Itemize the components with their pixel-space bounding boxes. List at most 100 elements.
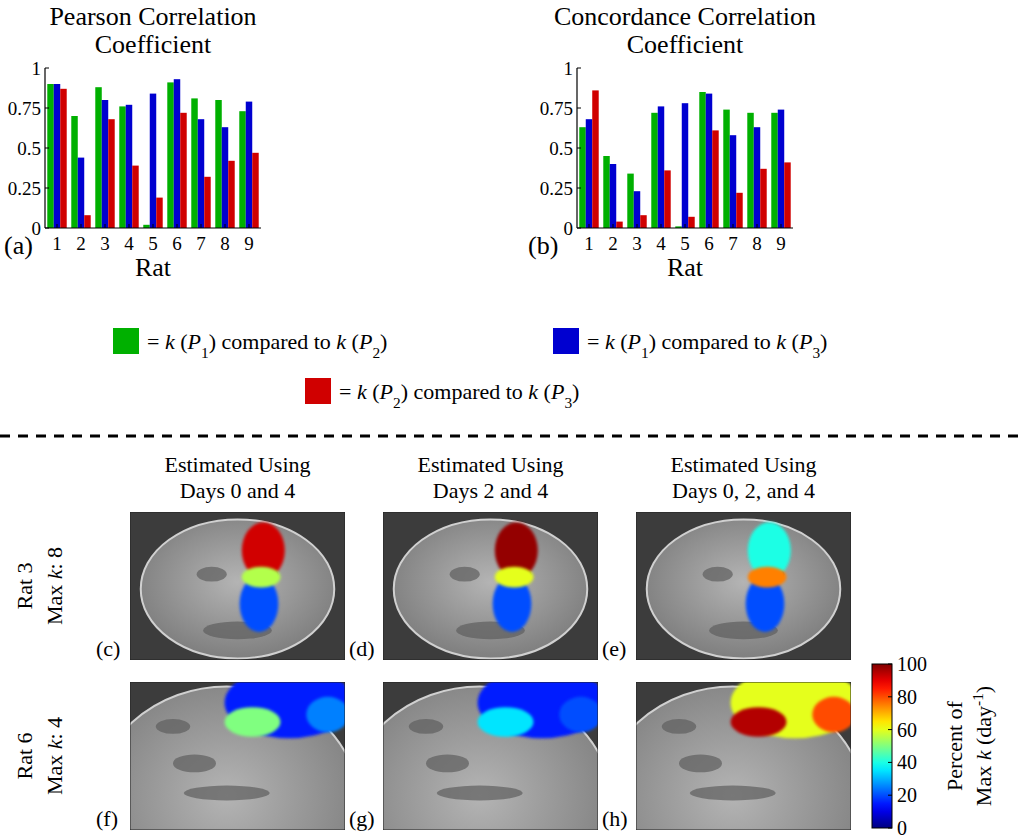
y-tick	[577, 148, 581, 149]
panel-label: (b)	[528, 231, 558, 260]
y-tick-label: 1	[564, 58, 574, 79]
bar	[688, 217, 694, 228]
bar	[771, 113, 777, 228]
bar	[246, 102, 252, 228]
x-tick-label: 3	[632, 233, 642, 254]
heat-region	[225, 707, 281, 737]
x-tick	[201, 224, 202, 228]
bar	[198, 119, 204, 228]
text-run: Estimated Using	[417, 452, 563, 477]
text-run: Days 0 and 4	[180, 478, 295, 503]
text-run: (c)	[96, 636, 120, 661]
x-tick-label: 6	[704, 233, 714, 254]
bar	[204, 177, 210, 228]
y-tick-label: 0.5	[17, 138, 41, 159]
text-run: Concordance Correlation	[554, 2, 816, 31]
text-run: (	[971, 738, 996, 751]
text-run: Rat 3	[12, 562, 37, 609]
heat-region	[242, 567, 281, 588]
text-run: =	[147, 329, 165, 354]
colorbar-tick-label: 40	[897, 751, 917, 773]
text-run: (	[175, 329, 188, 354]
map-panel	[636, 512, 851, 660]
row-max-k: Max k: 8	[42, 547, 67, 625]
text-run: Estimated Using	[670, 452, 816, 477]
column-title: Estimated UsingDays 0, 2, and 4	[670, 452, 816, 503]
image-frame	[130, 682, 345, 830]
bar	[760, 169, 766, 228]
text-run: ) compared to	[209, 329, 337, 354]
bar	[747, 113, 753, 228]
text-run: P	[798, 329, 812, 354]
bar	[222, 127, 228, 228]
legend-swatch	[113, 328, 139, 354]
text-run: Max k:	[42, 733, 67, 795]
x-tick-label: 4	[656, 233, 666, 254]
text-run: (a)	[4, 231, 33, 260]
max-k-value: 8	[42, 547, 67, 564]
text-run: (e)	[602, 636, 626, 661]
legend-label: = k (P2) compared to k (P3)	[339, 379, 579, 411]
max-k-value: 4	[42, 717, 67, 734]
x-tick-label: 7	[728, 233, 738, 254]
brain-structure	[173, 755, 216, 773]
text-run: Pearson Correlation	[49, 2, 256, 31]
bar-series: = k (P1) compared to k (P2)	[579, 92, 777, 228]
x-tick	[249, 224, 250, 228]
bar	[592, 90, 598, 228]
text-run: Rat 6	[12, 732, 37, 779]
x-tick	[177, 224, 178, 228]
x-tick	[709, 224, 710, 228]
brain	[647, 519, 841, 658]
y-tick	[577, 108, 581, 109]
text-run: P	[627, 329, 641, 354]
bar	[54, 84, 60, 228]
brain-structure	[690, 786, 776, 801]
image-frame	[383, 512, 598, 660]
bar	[754, 127, 760, 228]
bar	[736, 193, 742, 228]
image-background	[130, 512, 345, 660]
text-run: (f)	[96, 806, 118, 831]
brain-structure	[184, 786, 270, 801]
column-title: Estimated UsingDays 0 and 4	[164, 452, 310, 503]
text-run: Rat	[135, 253, 172, 282]
text-run: )	[380, 329, 387, 354]
x-tick	[661, 224, 662, 228]
text-run: )	[572, 379, 579, 404]
legend-label: = k (P1) compared to k (P2)	[147, 329, 387, 361]
panel-label: (g)	[349, 806, 375, 831]
bar	[252, 153, 258, 228]
text-run: Coefficient	[627, 30, 744, 59]
text-run: Estimated Using	[164, 452, 310, 477]
separator	[0, 435, 1019, 438]
heat-region	[731, 707, 787, 737]
chart-title: Concordance CorrelationCoefficient	[554, 2, 816, 59]
bar	[651, 113, 657, 228]
bar	[778, 110, 784, 228]
map-panel	[130, 512, 345, 660]
text-run: (e)	[602, 636, 626, 661]
bar	[239, 111, 245, 228]
text-run: Rat	[135, 253, 172, 282]
y-tick	[45, 148, 49, 149]
brain-structure	[662, 719, 696, 734]
legend: = k (P1) compared to k (P2)= k (P1) comp…	[113, 328, 827, 411]
text-run: Max	[42, 579, 67, 625]
text-run: 2	[393, 394, 401, 411]
text-run: Days 2 and 4	[433, 478, 548, 503]
map-panel	[130, 682, 345, 830]
text-run: (h)	[602, 806, 628, 831]
y-tick	[577, 68, 581, 69]
map-panel	[383, 682, 598, 830]
text-run: Estimated Using	[670, 452, 816, 477]
y-tick-label: 0.75	[540, 98, 573, 119]
bar	[586, 119, 592, 228]
x-tick-label: 1	[52, 233, 62, 254]
x-tick-label: 3	[100, 233, 110, 254]
map-panel	[636, 682, 851, 830]
x-tick	[781, 224, 782, 228]
panel-label: (a)	[4, 231, 33, 260]
x-tick	[105, 224, 106, 228]
text-run: (	[538, 379, 551, 404]
